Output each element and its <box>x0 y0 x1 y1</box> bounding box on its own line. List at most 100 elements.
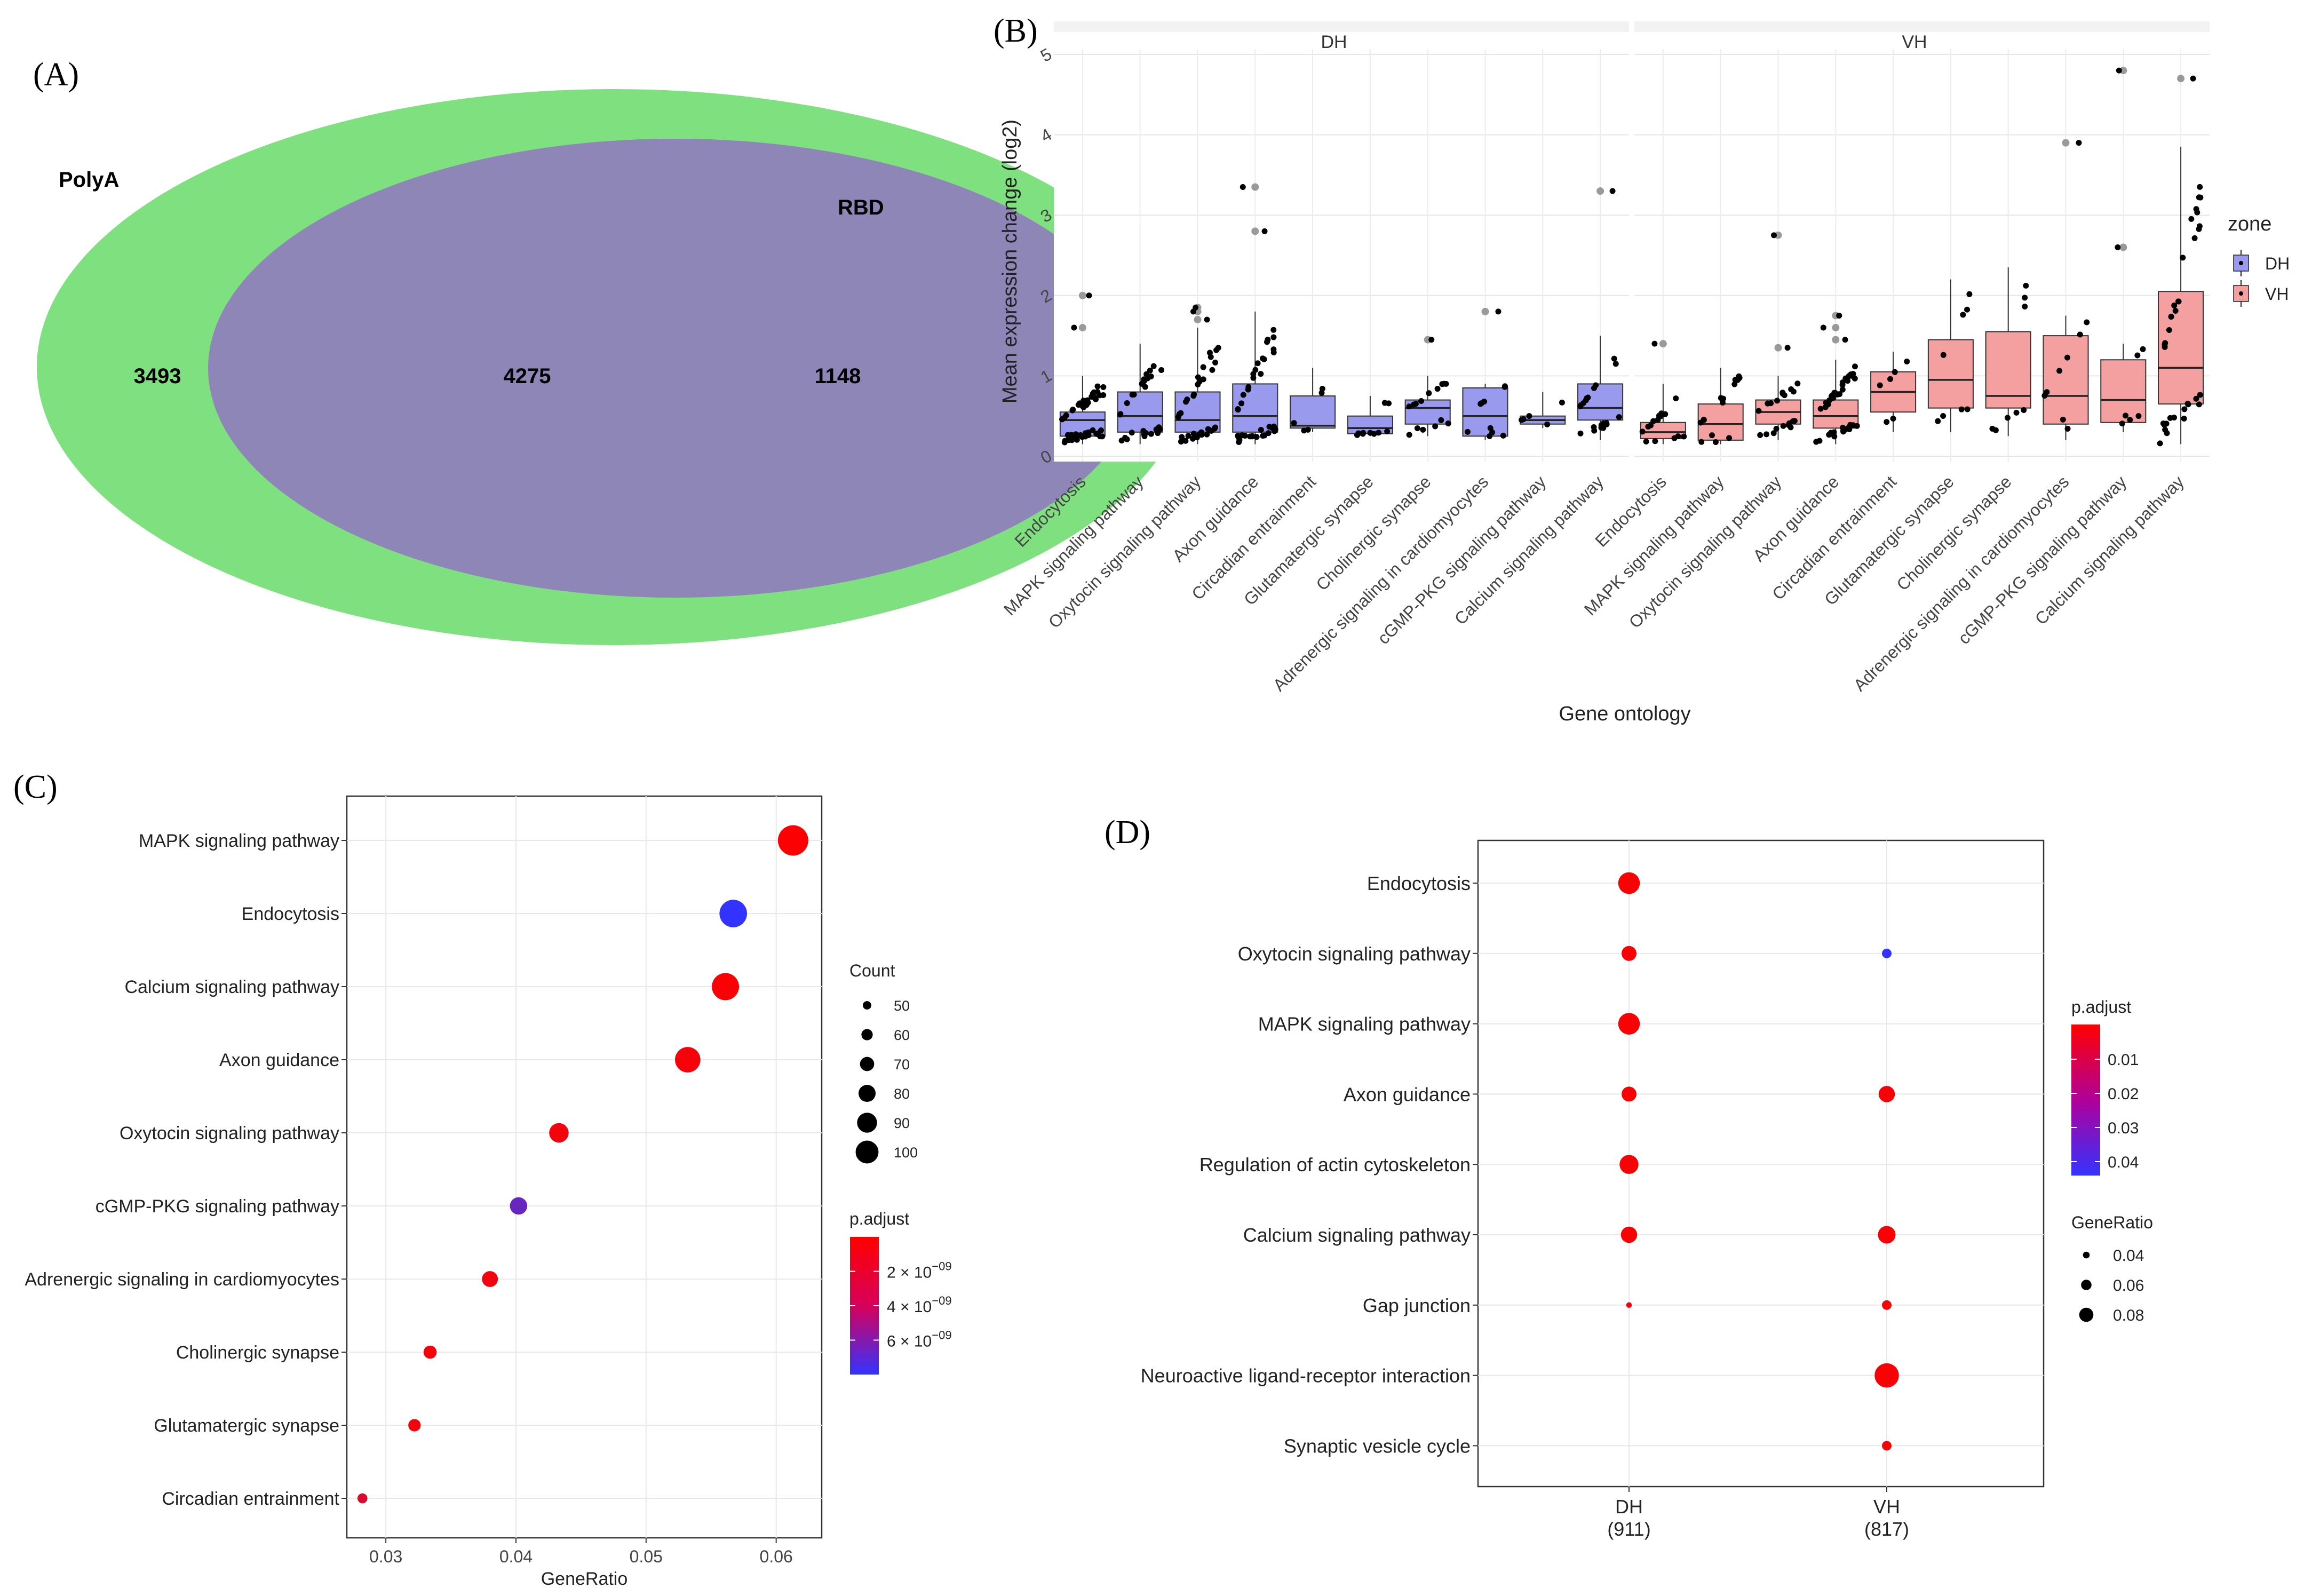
jitter-point <box>1673 395 1679 402</box>
panel-c: (C) MAPK signaling pathway Endocytosis Cal… <box>13 769 952 1589</box>
jitter-point <box>1845 378 1851 384</box>
box-body <box>1462 387 1508 437</box>
jitter-point <box>2157 440 2163 447</box>
jitter-point <box>1487 433 1493 439</box>
x-tick-label-vh: VH <box>1873 1496 1900 1518</box>
outlier-point <box>1481 307 1489 315</box>
box-vh-circadian-entrainment <box>1870 352 1917 432</box>
jitter-point <box>2013 409 2020 416</box>
jitter-point <box>1085 432 1092 439</box>
jitter-point <box>2056 368 2063 374</box>
outlier-point <box>1659 340 1667 348</box>
jitter-point <box>1190 393 1197 399</box>
jitter-point <box>1254 360 1261 367</box>
boxplot-legend-vh: VH <box>2233 280 2289 307</box>
jitter-point <box>1078 402 1085 408</box>
jitter-point <box>1852 363 1858 370</box>
jitter-point <box>1964 306 1971 313</box>
jitter-point <box>2022 295 2028 301</box>
point-endocytosis <box>719 900 748 927</box>
point-glutamatergic-synapse <box>408 1419 421 1432</box>
jitter-point <box>1501 383 1508 390</box>
jitter-point <box>1086 292 1092 299</box>
jitter-point <box>1261 356 1267 362</box>
x-tick-label-dh: DH <box>1615 1496 1643 1518</box>
outlier-point <box>1832 336 1840 344</box>
category-label-synaptic-vesicle-cycle: Synaptic vesicle cycle <box>1284 1435 1471 1457</box>
legend-count-keys: 50 60 70 80 90 100 <box>855 998 918 1164</box>
jitter-point <box>1319 386 1325 392</box>
jitter-point <box>1291 420 1297 426</box>
jitter-point <box>2194 209 2200 216</box>
jitter-point <box>1836 312 1842 319</box>
legend-count-key <box>857 1113 877 1133</box>
jitter-point <box>1235 433 1241 439</box>
point-cgmp-pkg-signaling-pathway <box>510 1197 528 1215</box>
box-vh-glutamatergic-synapse <box>1927 279 1974 432</box>
jitter-point <box>1609 188 1616 194</box>
category-label-cholinergic-synapse: Cholinergic synapse <box>176 1343 339 1363</box>
legend-count-key <box>855 1140 879 1164</box>
legend-generatio-key <box>2079 1307 2094 1322</box>
jitter-point <box>1094 430 1101 436</box>
jitter-point <box>2123 412 2129 419</box>
boxplot-boxes <box>1059 67 2204 447</box>
jitter-point <box>1064 432 1071 438</box>
legend-count-label: 50 <box>894 998 910 1014</box>
legend-padj-colorbar-d <box>2071 1025 2100 1176</box>
category-label-calcium-signaling-pathway: Calcium signaling pathway <box>1243 1224 1471 1246</box>
jitter-point <box>1193 304 1199 311</box>
jitter-point <box>1150 363 1157 369</box>
jitter-point <box>1852 375 1858 382</box>
jitter-point <box>2166 327 2172 333</box>
point-oxytocin-signaling-pathway-dh <box>1622 946 1636 961</box>
jitter-point <box>1770 430 1777 436</box>
jitter-point <box>1616 414 1622 420</box>
box-dh-cgmp-pkg-signaling-pathway <box>1519 392 1566 428</box>
jitter-point <box>1260 433 1266 439</box>
jitter-point <box>2168 313 2174 320</box>
x-tick-label-vh: Cholinergic synapse <box>1893 472 2015 594</box>
outlier-point <box>1832 324 1840 332</box>
jitter-point <box>1964 406 1971 412</box>
jitter-point <box>1713 439 1719 445</box>
venn-count-rbd-only: 1148 <box>815 364 861 388</box>
jitter-point <box>2140 346 2146 352</box>
category-label-regulation-of-actin-cytoskeleton: Regulation of actin cytoskeleton <box>1199 1154 1471 1176</box>
jitter-point <box>2135 413 2142 419</box>
dotplot-c-category-labels: MAPK signaling pathway Endocytosis Calcium… <box>25 831 339 1509</box>
venn-count-polya-only: 3493 <box>134 364 181 388</box>
jitter-point <box>1443 380 1449 387</box>
jitter-point <box>1194 434 1200 441</box>
jitter-point <box>1935 418 1941 424</box>
point-oxytocin-signaling-pathway-vh <box>1882 948 1892 958</box>
jitter-point <box>2023 282 2029 289</box>
jitter-point <box>1360 430 1366 436</box>
jitter-point <box>1487 425 1493 431</box>
jitter-point <box>2076 140 2082 146</box>
jitter-point <box>1183 399 1189 405</box>
jitter-point <box>1376 430 1382 436</box>
jitter-point <box>1258 371 1264 377</box>
jitter-point <box>1650 418 1657 424</box>
dotplot-d-panel-border <box>1477 839 2045 1488</box>
jitter-point <box>1887 376 1894 382</box>
jitter-point <box>2197 392 2203 398</box>
jitter-point <box>1117 411 1123 418</box>
point-calcium-signaling-pathway-vh <box>1878 1226 1896 1244</box>
jitter-point <box>2115 244 2121 250</box>
jitter-point <box>1773 425 1779 432</box>
jitter-point <box>2119 420 2125 427</box>
jitter-point <box>1884 419 1890 425</box>
outlier-point <box>1251 227 1259 235</box>
jitter-point <box>1840 424 1846 431</box>
jitter-point <box>1890 415 1896 422</box>
panel-label-d: (D) <box>1105 814 1150 851</box>
jitter-point <box>1207 354 1214 360</box>
jitter-point <box>1406 403 1412 410</box>
jitter-point <box>2064 354 2070 361</box>
jitter-point <box>1090 427 1096 433</box>
jitter-point <box>1651 340 1658 347</box>
legend-generatio-label: 0.08 <box>2113 1307 2144 1324</box>
legend-padj-ticks-c: 2 × 10−09 4 × 10−09 6 × 10−09 <box>850 1260 952 1351</box>
